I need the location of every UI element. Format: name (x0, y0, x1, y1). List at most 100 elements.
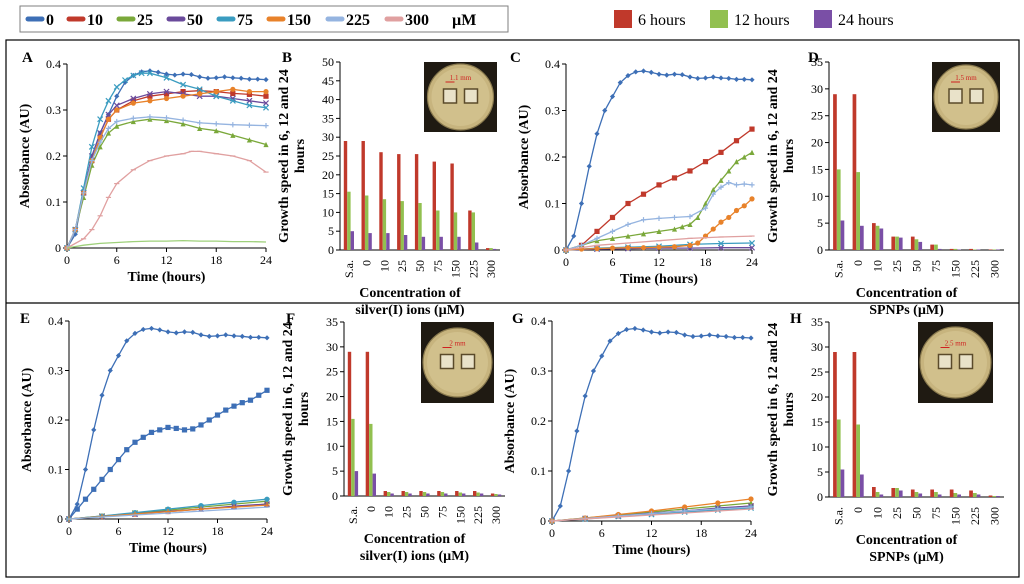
bar-50-12 hours (418, 203, 422, 250)
bar-150-24 hours (957, 494, 961, 497)
data-point (113, 102, 120, 109)
bar-225-24 hours (479, 493, 484, 496)
data-point (749, 182, 755, 188)
y-tick-label: 25 (811, 109, 823, 123)
category-label: 0 (364, 506, 378, 512)
y-tick-label: 10 (322, 205, 334, 219)
data-point (146, 70, 153, 77)
category-label: 225 (466, 260, 480, 278)
data-point (733, 76, 740, 82)
x-axis-title-line1: Concentration of (359, 286, 461, 301)
bar-150-24 hours (457, 236, 461, 250)
bar-150-12 hours (953, 493, 958, 497)
axes (551, 321, 751, 522)
data-point (88, 143, 95, 150)
panel-letter: H (790, 311, 802, 327)
y-tick-label: 20 (811, 136, 823, 150)
data-point (733, 138, 740, 144)
y-axis-title: Absorbance (AU) (517, 104, 532, 209)
data-point (239, 333, 245, 339)
y-tick-label: 5 (332, 464, 338, 478)
x-tick-label: 24 (745, 526, 757, 540)
panel-letter: G (512, 311, 524, 327)
data-point (582, 393, 588, 399)
data-point (72, 227, 78, 233)
y-tick-label: 0 (57, 512, 63, 526)
bar-300-24 hours (996, 496, 1000, 497)
data-point (148, 325, 155, 332)
x-tick-label: 6 (610, 255, 616, 269)
legend-label-0: 0 (46, 12, 54, 29)
y-tick-label: 0.4 (545, 57, 560, 71)
category-label: 150 (948, 260, 962, 278)
data-point (197, 120, 203, 126)
legend-concentration: 0 10 25 50 75 150 225 300 µM (19, 5, 509, 33)
category-label: 50 (910, 507, 924, 519)
data-point (132, 330, 138, 336)
data-point (114, 118, 120, 125)
bar-25-6 hours (891, 236, 896, 250)
legend-unit: µM (452, 12, 476, 29)
x-axis-title-line2: SPNPs (µM) (869, 550, 944, 565)
bar-0-6 hours (365, 351, 370, 496)
series-line-S.a. (565, 70, 753, 251)
bar-25-6 hours (891, 488, 896, 497)
series-50 (63, 88, 270, 252)
category-label: 75 (929, 260, 943, 272)
data-point (590, 368, 597, 374)
series-150 (64, 86, 269, 251)
y-tick-label: 15 (811, 415, 823, 429)
inset-scale-label: 1.1 mm (450, 74, 472, 82)
y-axis-title-line2: hours (293, 138, 308, 173)
data-point (633, 69, 639, 75)
bar-75-6 hours (437, 491, 441, 496)
legend-label-25: 25 (137, 12, 153, 29)
legend-label-300: 300 (405, 12, 429, 29)
series-line-225 (565, 181, 753, 251)
x-axis-title-line2: SPNPs (µM) (869, 303, 944, 318)
y-tick-label: 0.3 (46, 103, 61, 117)
bar-25-12 hours (895, 488, 899, 497)
data-point (148, 429, 155, 435)
bar-225-24 hours (976, 494, 981, 497)
data-point (147, 114, 153, 120)
data-point (748, 240, 756, 247)
data-point (687, 74, 693, 80)
data-point (197, 125, 203, 131)
x-tick-label: 0 (66, 524, 72, 538)
data-point (115, 457, 122, 463)
data-point (163, 117, 170, 124)
disc-right (460, 353, 476, 370)
data-point (147, 98, 153, 104)
bar-10-24 hours (879, 228, 884, 250)
data-point (679, 72, 685, 78)
bar-25-12 hours (895, 236, 899, 250)
data-point (718, 75, 724, 81)
category-label: 300 (987, 507, 1001, 525)
bar-S.a.-6 hours (343, 141, 348, 250)
y-tick-label: 20 (326, 390, 338, 404)
data-point (679, 224, 685, 230)
data-point (625, 200, 631, 207)
category-label: 75 (435, 506, 449, 518)
panel-D: D 0 5 10 15 20 25 30 35 S.a. 0 10 25 50 75 150 225 300 Con… (766, 50, 1004, 318)
agar-surface (427, 332, 488, 393)
y-tick-label: 25 (811, 365, 823, 379)
data-point (230, 75, 236, 81)
x-tick-label: 18 (212, 524, 224, 538)
x-axis-title-line2: silver(I) ions (µM) (355, 303, 464, 318)
bar-0-24 hours (372, 473, 376, 496)
bar-S.a.-12 hours (836, 419, 841, 497)
data-point (180, 81, 187, 88)
bar-300-12 hours (992, 249, 997, 250)
panel-letter: F (286, 311, 295, 327)
bar-300-24 hours (492, 248, 497, 250)
data-point (640, 231, 647, 237)
bar-225-6 hours (969, 490, 973, 497)
series-225 (563, 179, 755, 253)
data-point (715, 333, 721, 339)
category-label: 25 (395, 260, 409, 272)
x-tick-label: 12 (646, 526, 658, 540)
inset-scale-label: 2.5 mm (945, 340, 967, 348)
category-label: S.a. (832, 260, 846, 278)
